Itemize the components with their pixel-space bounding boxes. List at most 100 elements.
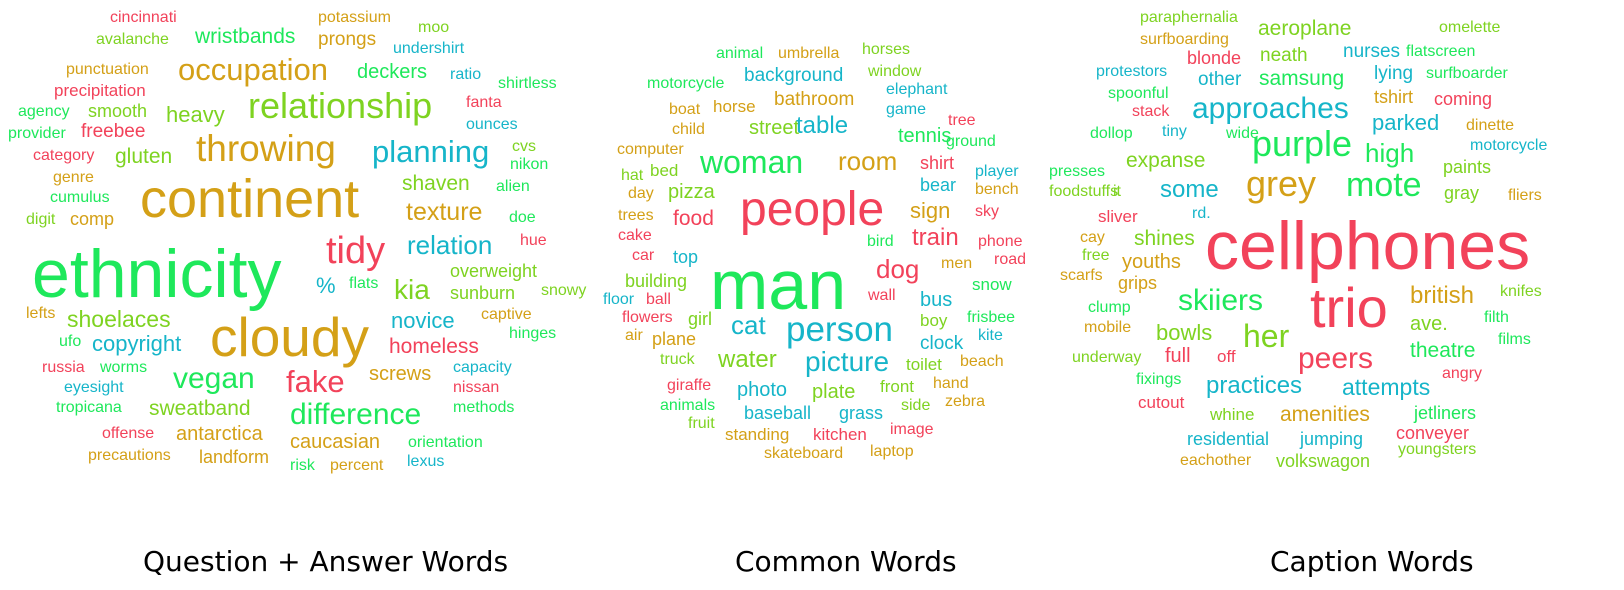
word-relation: relation	[407, 230, 493, 260]
word-bed: bed	[650, 161, 679, 180]
word-lying: lying	[1374, 63, 1414, 84]
word-water: water	[718, 346, 777, 373]
word-freebee: freebee	[81, 121, 146, 142]
word-train: train	[912, 224, 959, 251]
word-category: category	[33, 147, 95, 164]
word-screws: screws	[369, 363, 432, 385]
word-animal: animal	[716, 45, 764, 62]
word-residential: residential	[1187, 429, 1270, 449]
word-child: child	[672, 121, 705, 138]
word-percent: %	[316, 273, 336, 298]
word-scarfs: scarfs	[1060, 267, 1103, 284]
word-skateboard: skateboard	[764, 445, 844, 462]
word-hinges: hinges	[509, 325, 557, 342]
word-russia: russia	[42, 359, 85, 376]
word-player: player	[975, 163, 1019, 180]
word-gluten: gluten	[115, 145, 173, 168]
word-grey: grey	[1246, 163, 1317, 204]
word-punctuation: punctuation	[66, 61, 149, 78]
word-antarctica: antarctica	[176, 423, 263, 445]
word-day: day	[628, 185, 654, 202]
word-lexus: lexus	[407, 453, 445, 470]
word-laptop: laptop	[870, 443, 914, 460]
word-deckers: deckers	[357, 61, 428, 83]
word-moo: moo	[418, 19, 450, 36]
word-bear: bear	[920, 175, 957, 195]
word-smooth: smooth	[88, 101, 148, 121]
word-aeroplane: aeroplane	[1258, 17, 1352, 40]
word-stack: stack	[1132, 103, 1170, 120]
word-front: front	[880, 377, 915, 396]
word-nissan: nissan	[453, 379, 500, 396]
word-people: people	[740, 183, 885, 236]
word-it: it	[1113, 183, 1121, 200]
word-kitchen: kitchen	[813, 425, 867, 444]
word-tropicana: tropicana	[56, 399, 122, 416]
word-fixings: fixings	[1136, 371, 1182, 388]
word-caucasian: caucasian	[290, 431, 381, 453]
word-gray: gray	[1444, 183, 1480, 203]
word-approaches: approaches	[1192, 92, 1349, 125]
word-horse: horse	[713, 97, 756, 116]
word-plate: plate	[812, 381, 856, 403]
word-avalanche: avalanche	[96, 31, 169, 48]
word-shines: shines	[1134, 227, 1195, 250]
word-skiiers: skiiers	[1178, 284, 1264, 317]
word-air: air	[625, 327, 643, 344]
word-prongs: prongs	[318, 29, 377, 50]
word-plane: plane	[652, 329, 697, 349]
word-clock: clock	[920, 333, 964, 354]
word-bird: bird	[867, 233, 894, 250]
word-standing: standing	[725, 425, 790, 444]
word-flats: flats	[349, 275, 379, 292]
word-building: building	[625, 271, 688, 291]
word-surfboarding: surfboarding	[1140, 31, 1229, 48]
word-youngsters: youngsters	[1398, 441, 1477, 458]
word-bathroom: bathroom	[774, 89, 855, 110]
word-peers: peers	[1298, 342, 1374, 375]
word-nikon: nikon	[510, 156, 549, 173]
word-cloudy: cloudy	[210, 306, 369, 368]
word-tiny: tiny	[1162, 123, 1187, 140]
word-paraphernalia: paraphernalia	[1140, 9, 1238, 26]
word-free: free	[1082, 247, 1110, 264]
word-wide: wide	[1226, 125, 1259, 142]
word-horses: horses	[862, 41, 911, 58]
word-ratio: ratio	[450, 66, 482, 83]
word-copyright: copyright	[92, 331, 182, 356]
word-sliver: sliver	[1098, 207, 1138, 226]
word-vegan: vegan	[173, 362, 255, 395]
word-kite: kite	[978, 327, 1003, 344]
word-risk: risk	[290, 457, 315, 474]
word-shaven: shaven	[402, 172, 470, 195]
word-tshirt: tshirt	[1374, 87, 1414, 107]
word-food: food	[673, 207, 714, 230]
qa-word-cloud: cincinnati potassium moo avalanche wristband…	[0, 0, 620, 500]
word-image: image	[890, 421, 934, 438]
word-tennis: tennis	[898, 125, 952, 147]
word-bench: bench	[975, 181, 1019, 198]
word-hat: hat	[621, 167, 644, 184]
word-shirtless: shirtless	[498, 75, 557, 92]
word-omelette: omelette	[1439, 19, 1501, 36]
word-tree: tree	[948, 112, 976, 129]
word-motorcycle: motorcycle	[1470, 137, 1548, 154]
word-texture: texture	[406, 198, 483, 226]
word-digit: digit	[26, 211, 56, 228]
word-methods: methods	[453, 399, 515, 416]
word-bus: bus	[920, 289, 953, 311]
word-alien: alien	[496, 178, 530, 195]
word-continent: continent	[140, 169, 360, 229]
word-dinette: dinette	[1466, 117, 1515, 134]
word-her: her	[1243, 318, 1290, 354]
word-capacity: capacity	[453, 359, 512, 376]
word-toilet: toilet	[906, 355, 942, 374]
word-photo: photo	[737, 379, 788, 401]
word-fanta: fanta	[466, 94, 502, 111]
word-dollop: dollop	[1090, 125, 1133, 142]
word-wall: wall	[868, 287, 896, 304]
word-flowers: flowers	[622, 309, 673, 326]
common-word-cloud: animal umbrella horses motorcycle background…	[600, 0, 1060, 500]
word-neath: neath	[1260, 45, 1308, 66]
word-foodstuffs: foodstuffs	[1049, 183, 1119, 200]
